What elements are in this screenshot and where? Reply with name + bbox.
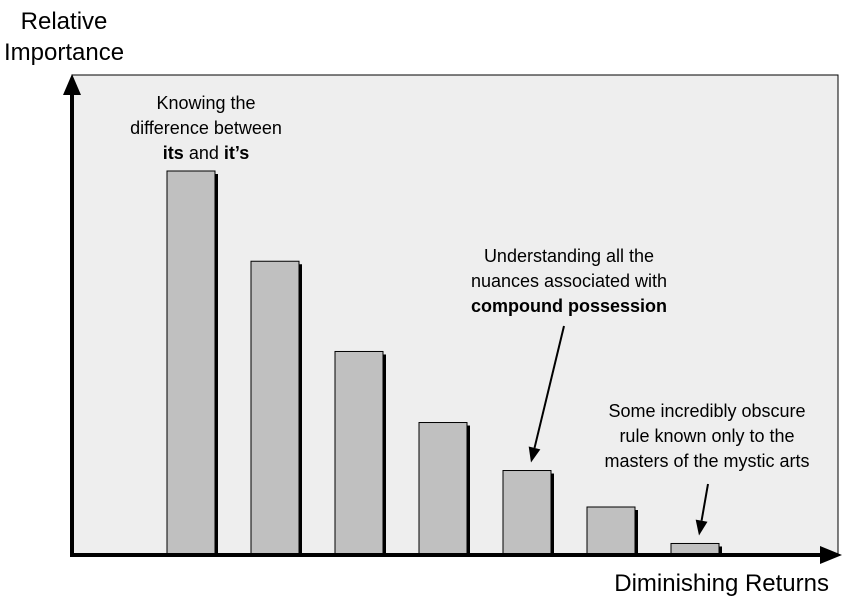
note1-line-3: its and it’s	[126, 141, 286, 166]
note1-line-1-seg-1: Knowing the	[156, 93, 256, 113]
note2-line-1-seg-1: Understanding all the	[483, 246, 655, 266]
note1-line-3-seg-2: and	[183, 143, 224, 163]
note2-line-3: compound possession	[440, 294, 698, 319]
note3-arrow-head	[695, 519, 708, 536]
note1-line-3-seg-3: it’s	[223, 143, 250, 163]
note3-arrow-line	[700, 483, 709, 521]
note3-line-3: masters of the mystic arts	[580, 449, 834, 474]
y-axis-label-line-1: Relative	[20, 8, 108, 35]
bars-group	[166, 170, 722, 556]
note3-line-2: rule known only to the	[580, 424, 834, 449]
bar-1	[166, 170, 216, 556]
y-axis-label-line-2: Importance	[4, 39, 125, 66]
note2-arrow-line	[533, 325, 565, 449]
x-axis-label: Diminishing Returns	[614, 570, 829, 597]
note1-line-3-seg-1: its	[162, 143, 184, 163]
note3-line-1: Some incredibly obscure	[580, 399, 834, 424]
note2-line-2-seg-1: nuances associated with	[470, 271, 668, 291]
note1-line-2: difference between	[126, 116, 286, 141]
note3-line-1-seg-1: Some incredibly obscure	[608, 401, 806, 421]
bar-3	[334, 350, 384, 556]
bar-6	[586, 506, 636, 556]
note1-line-2-seg-1: difference between	[130, 118, 282, 138]
y-axis-label: Relative Importance	[4, 6, 124, 68]
annotation-compound-possession: Understanding all the nuances associated …	[440, 244, 698, 319]
note1-line-1: Knowing the	[126, 91, 286, 116]
annotation-its-vs-its: Knowing the difference between its and it’…	[126, 91, 286, 166]
bar-5	[502, 470, 552, 556]
note3-line-2-seg-1: rule known only to the	[619, 426, 795, 446]
annotation-arrows	[528, 325, 709, 536]
note2-line-1: Understanding all the	[440, 244, 698, 269]
note2-arrow-head	[528, 446, 541, 463]
bar-4	[418, 422, 468, 556]
annotation-obscure-rule: Some incredibly obscure rule known only t…	[580, 399, 834, 474]
x-axis-arrowhead	[820, 546, 842, 564]
y-axis-arrowhead	[63, 74, 81, 95]
bar-2	[250, 260, 300, 556]
note3-line-3-seg-1: masters of the mystic arts	[604, 451, 810, 471]
note2-line-3-seg-1: compound possession	[470, 296, 668, 316]
note2-line-2: nuances associated with	[440, 269, 698, 294]
